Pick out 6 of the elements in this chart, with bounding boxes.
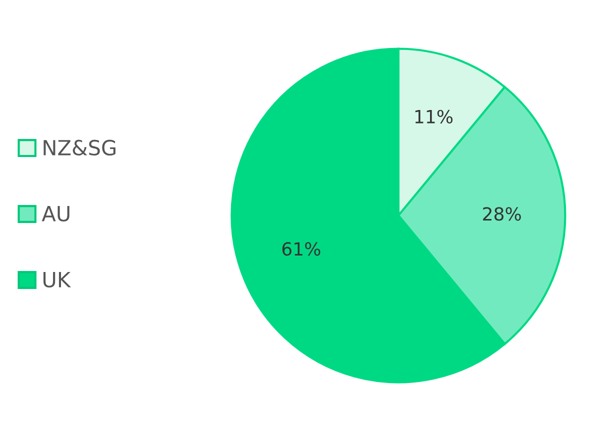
legend-label: AU — [42, 206, 70, 222]
legend-label: NZ&SG — [44, 140, 116, 156]
data-label: 11% — [415, 110, 453, 124]
data-label: 61% — [282, 242, 320, 256]
data-label: 28% — [483, 207, 521, 221]
legend-label: UK — [43, 272, 72, 288]
